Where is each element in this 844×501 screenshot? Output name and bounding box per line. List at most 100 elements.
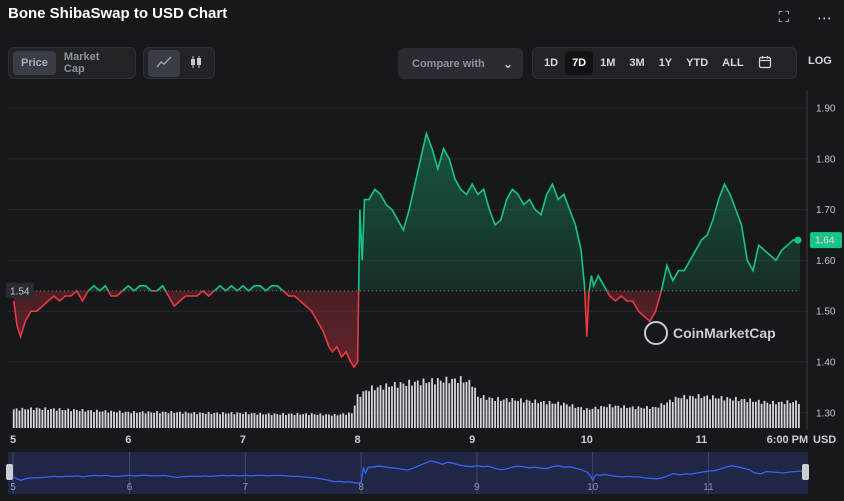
range-7d[interactable]: 7D — [565, 51, 594, 75]
volume-bar — [15, 408, 18, 428]
volume-bar — [597, 409, 600, 428]
navigator-handle[interactable] — [802, 464, 809, 480]
volume-bar — [339, 414, 342, 428]
volume-bar — [336, 415, 339, 428]
range-all[interactable]: ALL — [722, 57, 744, 69]
volume-bar — [356, 394, 359, 428]
volume-bar — [307, 415, 310, 428]
y-tick-label: 1.30 — [816, 408, 836, 419]
volume-bar — [760, 403, 763, 428]
volume-bar — [479, 398, 482, 428]
volume-bar — [385, 383, 388, 428]
volume-bar — [462, 382, 465, 428]
tab-market-cap[interactable]: Market Cap — [63, 51, 100, 75]
volume-bar — [511, 398, 514, 428]
volume-bar — [136, 412, 138, 428]
volume-bar — [210, 413, 213, 428]
volume-bar — [603, 406, 605, 428]
range-1y[interactable]: 1Y — [658, 57, 673, 69]
navigator-tick-label: 7 — [243, 482, 249, 493]
volume-bar — [138, 412, 141, 428]
volume-bar — [445, 376, 448, 428]
volume-bar — [643, 408, 646, 428]
volume-bar — [608, 404, 611, 428]
range-navigator[interactable]: 5 6 7 8 9 10 11 — [6, 452, 809, 494]
range-1d[interactable]: 1D — [544, 57, 559, 69]
volume-bar — [517, 401, 519, 428]
volume-bar — [124, 411, 127, 428]
volume-bar — [689, 395, 691, 428]
volume-bar — [540, 401, 542, 428]
volume-bar — [290, 413, 293, 428]
volume-bar — [325, 414, 327, 428]
log-scale-button[interactable]: LOG — [808, 55, 832, 67]
y-tick-label: 1.40 — [816, 357, 836, 368]
volume-bar — [21, 407, 24, 428]
line-chart-icon[interactable] — [148, 49, 180, 77]
volume-bar — [416, 380, 419, 428]
more-dots-icon[interactable]: ⋯ — [817, 10, 832, 27]
navigator-handle[interactable] — [6, 464, 13, 480]
calendar-icon[interactable] — [751, 49, 779, 78]
volume-bar — [419, 385, 422, 428]
navigator-line — [13, 460, 808, 484]
range-1m[interactable]: 1M — [600, 57, 616, 69]
volume-bar — [262, 414, 264, 428]
volume-bar — [319, 413, 322, 428]
expand-icon[interactable]: ⛶ — [778, 9, 789, 26]
volume-bar — [95, 409, 98, 428]
volume-bar — [227, 413, 230, 428]
volume-bar — [528, 400, 531, 428]
volume-bar — [104, 410, 107, 428]
volume-bar — [121, 413, 124, 428]
volume-bar — [425, 383, 428, 428]
volume-bar — [302, 414, 305, 428]
volume-bar — [81, 409, 84, 428]
volume-bar — [322, 415, 325, 428]
coinmarketcap-logo-icon — [644, 321, 668, 345]
volume-bar — [726, 397, 729, 428]
range-3m[interactable]: 3M — [629, 57, 645, 69]
candlestick-icon[interactable] — [180, 50, 212, 77]
volume-bar — [465, 381, 468, 428]
volume-bar — [233, 414, 236, 428]
volume-bar — [41, 409, 44, 428]
volume-bar — [557, 401, 560, 428]
volume-bar — [413, 381, 416, 428]
volume-bar — [213, 413, 216, 428]
volume-bar — [402, 383, 405, 428]
y-tick-label: 1.90 — [816, 104, 836, 115]
volume-bar — [236, 412, 239, 428]
volume-bar — [67, 408, 70, 428]
tab-price[interactable]: Price — [13, 51, 56, 75]
volume-bar — [508, 401, 511, 428]
volume-bar — [230, 412, 233, 428]
volume-bar — [127, 411, 130, 428]
y-tick-label: 1.50 — [816, 307, 836, 318]
volume-bar — [669, 399, 671, 428]
volume-bar — [282, 413, 284, 428]
volume-bar — [614, 405, 617, 428]
x-tick-label: 6 — [125, 434, 131, 446]
volume-bar — [58, 408, 61, 428]
volume-bar — [792, 402, 795, 428]
volume-bar — [520, 398, 522, 428]
volume-bar — [61, 410, 64, 428]
volume-bar — [98, 411, 101, 428]
volume-bar — [789, 403, 792, 428]
volume-bar — [373, 390, 376, 428]
volume-bar — [697, 394, 700, 428]
volume-bar — [158, 413, 161, 428]
metric-toggle: Price Market Cap — [8, 47, 136, 79]
volume-bar — [118, 410, 121, 428]
volume-bar — [333, 414, 336, 428]
compare-with-dropdown[interactable]: Compare with ⌄ — [398, 48, 523, 79]
volume-bar — [548, 400, 551, 428]
volume-bar — [204, 413, 207, 428]
volume-bar — [757, 399, 760, 428]
volume-bar — [577, 406, 580, 428]
reference-price-badge: 1.54 — [6, 282, 34, 298]
volume-bar — [107, 412, 110, 428]
range-ytd[interactable]: YTD — [686, 57, 709, 69]
